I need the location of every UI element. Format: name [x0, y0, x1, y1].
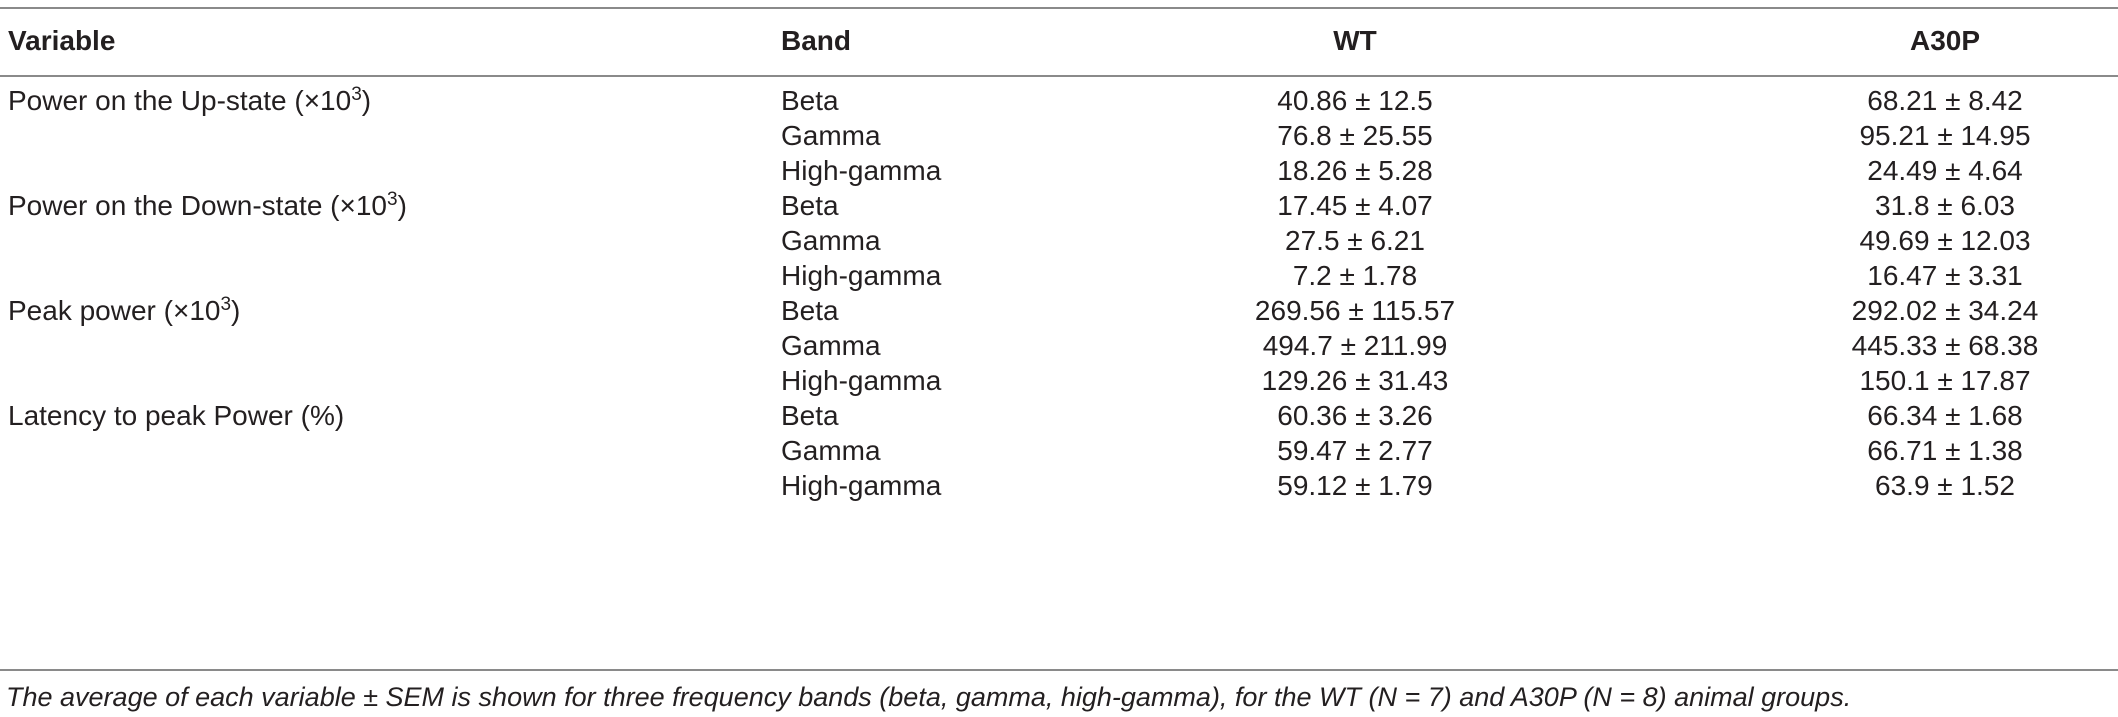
header-variable: Variable	[8, 25, 116, 56]
cell-variable: Peak power (×103)	[8, 294, 240, 328]
cell-band: High-gamma	[781, 155, 942, 186]
cell-wt: 59.47 ± 2.77	[1277, 435, 1433, 466]
cell-band: Gamma	[781, 225, 881, 256]
cell-band: Gamma	[781, 330, 881, 361]
cell-band: High-gamma	[781, 365, 942, 396]
cell-a30p: 24.49 ± 4.64	[1867, 155, 2023, 186]
cell-a30p: 16.47 ± 3.31	[1867, 260, 2023, 291]
cell-wt: 7.2 ± 1.78	[1292, 260, 1418, 291]
cell-band: Beta	[781, 295, 839, 326]
cell-a30p: 445.33 ± 68.38	[1851, 330, 2039, 361]
cell-band: Beta	[781, 190, 839, 221]
cell-band: High-gamma	[781, 470, 942, 501]
cell-wt: 59.12 ± 1.79	[1277, 470, 1433, 501]
header-wt: WT	[1333, 25, 1377, 56]
cell-variable: Power on the Down-state (×103)	[8, 189, 407, 223]
header-a30p: A30P	[1909, 25, 1981, 56]
cell-variable: Latency to peak Power (%)	[8, 399, 344, 433]
cell-wt: 494.7 ± 211.99	[1262, 330, 1448, 361]
variable-exponent: 3	[220, 294, 232, 315]
cell-band: Gamma	[781, 435, 881, 466]
cell-wt: 129.26 ± 31.43	[1261, 365, 1449, 396]
bottom-rule	[0, 669, 2118, 671]
cell-wt: 27.5 ± 6.21	[1285, 225, 1425, 256]
cell-band: Beta	[781, 85, 839, 116]
cell-a30p: 49.69 ± 12.03	[1859, 225, 2031, 256]
cell-wt: 269.56 ± 115.57	[1254, 295, 1456, 326]
cell-a30p: 150.1 ± 17.87	[1859, 365, 2031, 396]
cell-variable: Power on the Up-state (×103)	[8, 84, 371, 118]
variable-exponent: 3	[386, 189, 398, 210]
cell-wt: 18.26 ± 5.28	[1277, 155, 1433, 186]
variable-label-tail: )	[231, 295, 241, 326]
cell-a30p: 66.71 ± 1.38	[1867, 435, 2023, 466]
variable-label: Latency to peak Power (%)	[8, 400, 345, 431]
cell-a30p: 95.21 ± 14.95	[1859, 120, 2031, 151]
cell-wt: 76.8 ± 25.55	[1277, 120, 1433, 151]
cell-band: Gamma	[781, 120, 881, 151]
variable-label-tail: )	[397, 190, 407, 221]
cell-a30p: 31.8 ± 6.03	[1875, 190, 2015, 221]
cell-band: High-gamma	[781, 260, 942, 291]
cell-wt: 60.36 ± 3.26	[1277, 400, 1433, 431]
cell-a30p: 66.34 ± 1.68	[1867, 400, 2023, 431]
cell-band: Beta	[781, 400, 839, 431]
variable-label: Power on the Down-state (×10	[8, 190, 387, 221]
cell-a30p: 292.02 ± 34.24	[1851, 295, 2039, 326]
cell-a30p: 68.21 ± 8.42	[1867, 85, 2023, 116]
header-rule	[0, 75, 2118, 77]
variable-label-tail: )	[361, 85, 372, 116]
variable-exponent: 3	[351, 84, 362, 105]
header-band: Band	[781, 25, 851, 56]
variable-label: Power on the Up-state (×10	[8, 85, 352, 116]
cell-wt: 40.86 ± 12.5	[1277, 85, 1433, 116]
cell-a30p: 63.9 ± 1.52	[1875, 470, 2015, 501]
cell-wt: 17.45 ± 4.07	[1277, 190, 1433, 221]
top-rule	[0, 7, 2118, 9]
variable-label: Peak power (×10	[8, 295, 221, 326]
table-caption: The average of each variable ± SEM is sh…	[6, 682, 1852, 712]
